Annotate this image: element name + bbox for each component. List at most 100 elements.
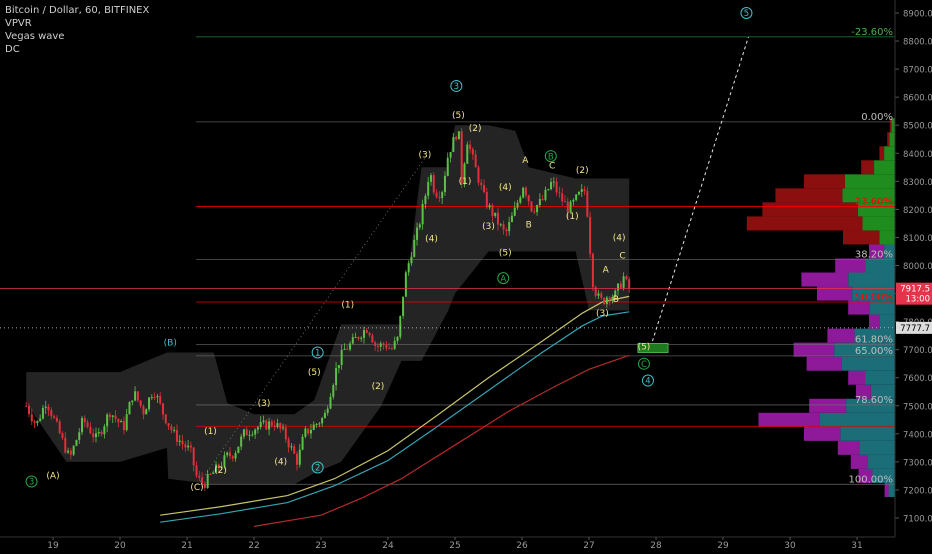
vpvr-bar-up [859,440,895,455]
candle-body [240,436,243,447]
fib-level-label: 65.00% [855,346,893,357]
price-tick-label: 7100.00 [903,515,932,525]
candle-body [496,212,499,225]
time-tick-label: 24 [382,541,394,550]
candle-body [603,297,606,305]
candle-body [111,415,114,417]
candle-body [301,436,304,450]
candle-body [533,211,536,213]
candle-body [379,343,382,347]
candle-body [407,263,410,273]
candle-body [469,144,472,150]
wave-label: (4) [425,235,438,245]
candle-body [321,418,324,424]
candle-body [254,429,257,435]
candle-body [622,276,625,288]
legend-indicator-vegas-wave[interactable]: Vegas wave [5,31,65,42]
circled-wave-label: 3 [29,478,34,488]
candle-body [315,423,318,425]
circled-wave-marker [740,7,753,19]
candle-body [424,195,427,204]
wave-label: A [522,156,529,166]
candle-body [343,348,346,350]
candle-body [290,446,293,448]
vegas-wave-line [160,295,630,516]
time-tick-label: 31 [851,541,862,550]
price-tick-label: 7600.00 [903,374,932,384]
candle-body [552,181,555,183]
candle-body [349,343,352,350]
vpvr-bar-down [775,188,843,203]
last-price-tag [896,282,932,305]
candle-body [89,426,92,434]
circled-wave-marker [637,357,650,370]
candle-body [69,450,72,455]
candle-body [371,335,374,343]
time-tick-label: 21 [181,541,192,550]
candle-body [312,424,315,430]
candle-body [106,414,109,427]
circled-wave-label: 4 [645,377,650,387]
wave-label: (1) [566,212,579,222]
candle-body [47,406,50,411]
vpvr-bar-up [889,132,895,147]
vpvr-bar-up [874,160,895,175]
candle-body [161,403,164,415]
vpvr-bar-up [888,482,895,497]
candle-body [175,429,178,442]
candle-body [318,423,321,425]
candle-body [619,283,622,288]
vpvr-bar-up [879,314,895,329]
wave-label: (1) [204,427,217,437]
price-tick-label: 8800.00 [903,38,932,48]
vpvr-bar-up [841,356,895,371]
candle-body [547,189,550,191]
candle-body [455,137,458,140]
candle-body [187,445,190,448]
projection-line [650,36,749,348]
candle-body [81,417,84,433]
vpvr-bar-up [862,216,895,231]
vpvr-bar-down [848,300,870,315]
legend-symbol[interactable]: Bitcoin / Dollar, 60, BITFINEX [5,5,150,16]
candle-body [446,157,449,176]
fib-level-label: 78.60% [855,395,893,406]
candle-body [396,336,399,341]
vpvr-bar-up [872,468,895,483]
candle-body [97,431,100,434]
candle-body [466,144,469,164]
wave-label: (2) [214,466,227,476]
candle-body [256,427,259,430]
vpvr-bar-up [842,188,895,203]
circled-wave-marker [497,272,510,285]
candle-body [323,412,326,419]
candle-body [332,385,335,397]
wave-label: (3) [482,222,495,232]
vpvr-bar-up [834,342,895,357]
candle-body [340,349,343,366]
candle-body [128,402,131,415]
vpvr-bar-up [867,454,895,469]
candle-body [178,440,181,442]
fib-level-label: 23.60% [855,197,893,208]
wave-label: B [613,295,619,305]
vpvr-bar-up [884,244,895,259]
legend-indicator-dc[interactable]: DC [5,44,20,55]
fib-level-label: -23.60% [851,27,893,38]
price-tick-label: 7400.00 [903,430,932,440]
wave-label: (B) [164,338,177,348]
candle-body [435,192,438,198]
legend-indicator-vpvr[interactable]: VPVR [5,18,32,29]
vpvr-bar-down [858,468,873,483]
candle-body [351,337,354,344]
candle-body [463,163,466,185]
candle-body [441,192,444,199]
circled-wave-marker [450,79,463,92]
candle-body [563,201,566,203]
candle-body [611,296,614,300]
candle-body [608,297,611,300]
wave-label: (3) [596,309,609,319]
time-tick-label: 20 [114,541,126,550]
